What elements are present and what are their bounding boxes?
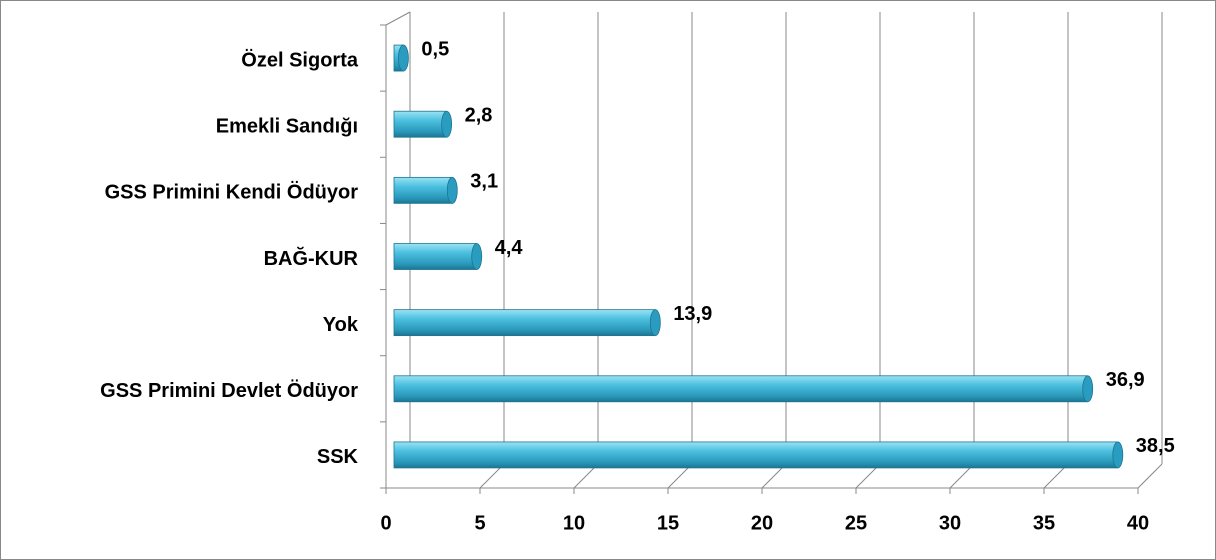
x-tick-label: 5 [474,512,485,534]
value-label: 0,5 [421,38,449,60]
value-label: 3,1 [470,171,498,193]
category-label: GSS Primini Devlet Ödüyor [100,379,358,402]
value-label: 38,5 [1136,435,1175,457]
x-tick-label: 25 [845,512,867,534]
value-label: 2,8 [465,104,493,126]
bar [393,375,1089,403]
bar-cap [649,309,661,337]
x-tick-label: 40 [1127,512,1149,534]
bar-cap [1082,375,1094,403]
bar-cap [1112,441,1124,469]
value-label: 13,9 [673,303,712,325]
x-tick-label: 20 [751,512,773,534]
category-label: Emekli Sandığı [216,115,358,137]
bar [393,309,656,337]
category-label: GSS Primini Kendi Ödüyor [105,181,359,204]
x-tick-label: 10 [563,512,585,534]
bar [393,243,478,270]
x-tick-label: 30 [939,512,961,534]
value-label: 36,9 [1106,369,1145,391]
category-label: SSK [317,446,359,468]
value-label: 4,4 [495,237,524,259]
grid-floor-line [1137,463,1163,489]
category-label: BAĞ-KUR [264,246,359,270]
bar-cap [471,243,483,270]
bar [393,441,1119,469]
bar-cap [397,44,409,72]
x-tick-label: 0 [380,512,391,534]
x-tick-label: 35 [1033,512,1055,534]
category-label: Özel Sigorta [241,48,359,71]
category-label: Yok [323,314,359,336]
bar [393,110,448,138]
wall-top-edge [385,11,411,26]
bar-cap [446,176,458,204]
bar [393,176,453,204]
bar-cap [441,110,453,138]
x-tick-label: 15 [657,512,679,534]
